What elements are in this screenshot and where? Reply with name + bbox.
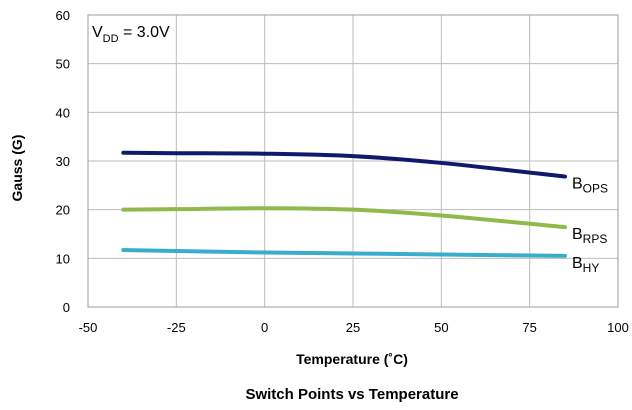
series-label-bhy: BHY xyxy=(572,255,599,275)
y-tick-label: 10 xyxy=(56,251,70,266)
series-label-main: B xyxy=(572,176,583,193)
series-line-bhy xyxy=(121,248,567,258)
series-label-sub: HY xyxy=(583,261,600,275)
series-label-brps: BRPS xyxy=(572,226,607,246)
x-tick-label: 0 xyxy=(261,320,268,335)
y-tick-label: 50 xyxy=(56,57,70,72)
grid xyxy=(87,14,619,308)
annotation-main: V xyxy=(92,24,103,41)
series-label-sub: OPS xyxy=(583,182,608,196)
y-tick-label: 0 xyxy=(63,300,70,315)
annotation-rest: = 3.0V xyxy=(119,24,170,41)
series-lines xyxy=(121,150,567,258)
tick-labels: -50 -25 0 25 50 75 100 0 10 20 30 40 50 60 xyxy=(56,8,629,335)
chart-title: Switch Points vs Temperature xyxy=(245,386,458,403)
x-tick-label: -50 xyxy=(79,320,98,335)
x-tick-label: 50 xyxy=(434,320,448,335)
y-axis-title: Gauss (G) xyxy=(9,135,25,202)
plot-frame xyxy=(87,14,619,308)
x-tick-label: -25 xyxy=(167,320,186,335)
series-label-main: B xyxy=(572,255,583,272)
x-axis-title: Temperature (˚C) xyxy=(296,351,408,367)
series-label-main: B xyxy=(572,226,583,243)
series-label-sub: RPS xyxy=(583,232,608,246)
y-tick-label: 40 xyxy=(56,105,70,120)
y-tick-label: 30 xyxy=(56,154,70,169)
series-line-brps xyxy=(121,206,567,230)
annotation-sub: DD xyxy=(103,33,119,45)
x-tick-label: 25 xyxy=(346,320,360,335)
supply-voltage-annotation: VDD = 3.0V xyxy=(92,24,170,45)
series-label-bops: BOPS xyxy=(572,176,608,196)
x-tick-label: 100 xyxy=(607,320,629,335)
x-tick-label: 75 xyxy=(522,320,536,335)
y-tick-label: 20 xyxy=(56,203,70,218)
series-line-bops xyxy=(121,150,567,179)
y-tick-label: 60 xyxy=(56,8,70,23)
